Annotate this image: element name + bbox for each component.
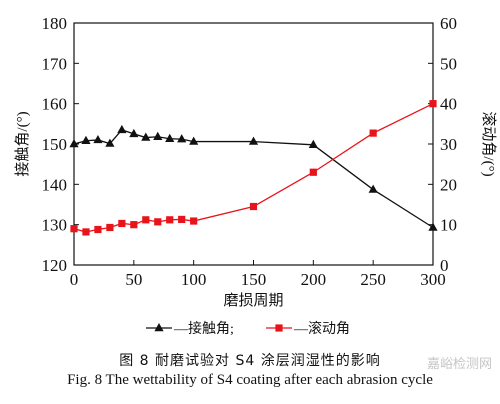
y-left-tick-label: 140 (42, 175, 68, 194)
triangle-marker (177, 134, 187, 143)
y-right-tick-label: 40 (440, 95, 457, 114)
y-right-tick-label: 20 (440, 175, 457, 194)
y-left-axis-label: 接触角/(°) (14, 111, 31, 176)
y-right-tick-label: 50 (440, 54, 457, 73)
triangle-marker (81, 135, 91, 144)
triangle-marker (141, 132, 151, 141)
square-marker (118, 219, 126, 228)
figure-caption-cn: 图 8 耐磨试验对 S4 涂层润湿性的影响 (119, 353, 381, 369)
x-tick-label: 250 (360, 270, 386, 289)
triangle-marker (93, 134, 103, 144)
triangle-marker (165, 133, 175, 142)
square-marker (429, 100, 437, 108)
legend-label-1: —滚动角 (293, 320, 350, 337)
square-marker (190, 217, 198, 225)
figure-caption-en: Fig. 8 The wettability of S4 coating aft… (67, 372, 433, 388)
square-marker (178, 215, 186, 224)
legend-label-0: —接触角; (173, 320, 234, 337)
y-left-tick-label: 150 (42, 135, 68, 154)
square-marker (94, 225, 102, 234)
x-tick-label: 0 (70, 270, 79, 289)
square-marker (166, 216, 174, 224)
y-right-axis-label: 滚动角/(°) (480, 111, 497, 176)
triangle-marker (105, 138, 115, 147)
x-tick-label: 100 (181, 270, 207, 289)
y-right-tick-label: 10 (440, 216, 457, 235)
watermark: 嘉峪检测网 (426, 357, 492, 372)
square-marker (369, 129, 377, 137)
y-left-tick-label: 130 (42, 216, 68, 235)
triangle-marker (308, 139, 318, 149)
x-tick-label: 50 (125, 270, 142, 289)
series-line-1 (73, 103, 434, 233)
y-left-tick-label: 180 (42, 14, 68, 33)
x-axis-label: 磨损周期 (223, 292, 283, 309)
triangle-marker (248, 136, 259, 145)
square-marker (309, 168, 317, 176)
square-marker (82, 228, 90, 236)
y-left-tick-label: 120 (42, 256, 68, 275)
y-right-tick-label: 0 (440, 256, 449, 275)
y-left-tick-label: 160 (42, 95, 68, 114)
triangle-marker (69, 139, 79, 148)
legend-square-marker (275, 324, 283, 332)
x-tick-label: 200 (301, 270, 327, 289)
square-marker (70, 225, 78, 233)
y-left-tick-label: 170 (42, 54, 68, 73)
square-marker (106, 223, 114, 232)
triangle-marker (117, 124, 127, 134)
square-marker (142, 216, 150, 224)
y-right-tick-label: 30 (440, 135, 457, 154)
triangle-marker (129, 128, 139, 138)
legend-triangle-marker (154, 323, 164, 332)
x-tick-label: 300 (420, 270, 446, 289)
x-tick-label: 150 (241, 270, 267, 289)
triangle-marker (428, 222, 438, 231)
y-right-tick-label: 60 (440, 14, 457, 33)
square-marker (130, 221, 138, 229)
triangle-marker (189, 136, 199, 145)
triangle-marker (368, 184, 378, 193)
square-marker (154, 218, 162, 226)
square-marker (249, 202, 258, 211)
triangle-marker (153, 131, 163, 140)
